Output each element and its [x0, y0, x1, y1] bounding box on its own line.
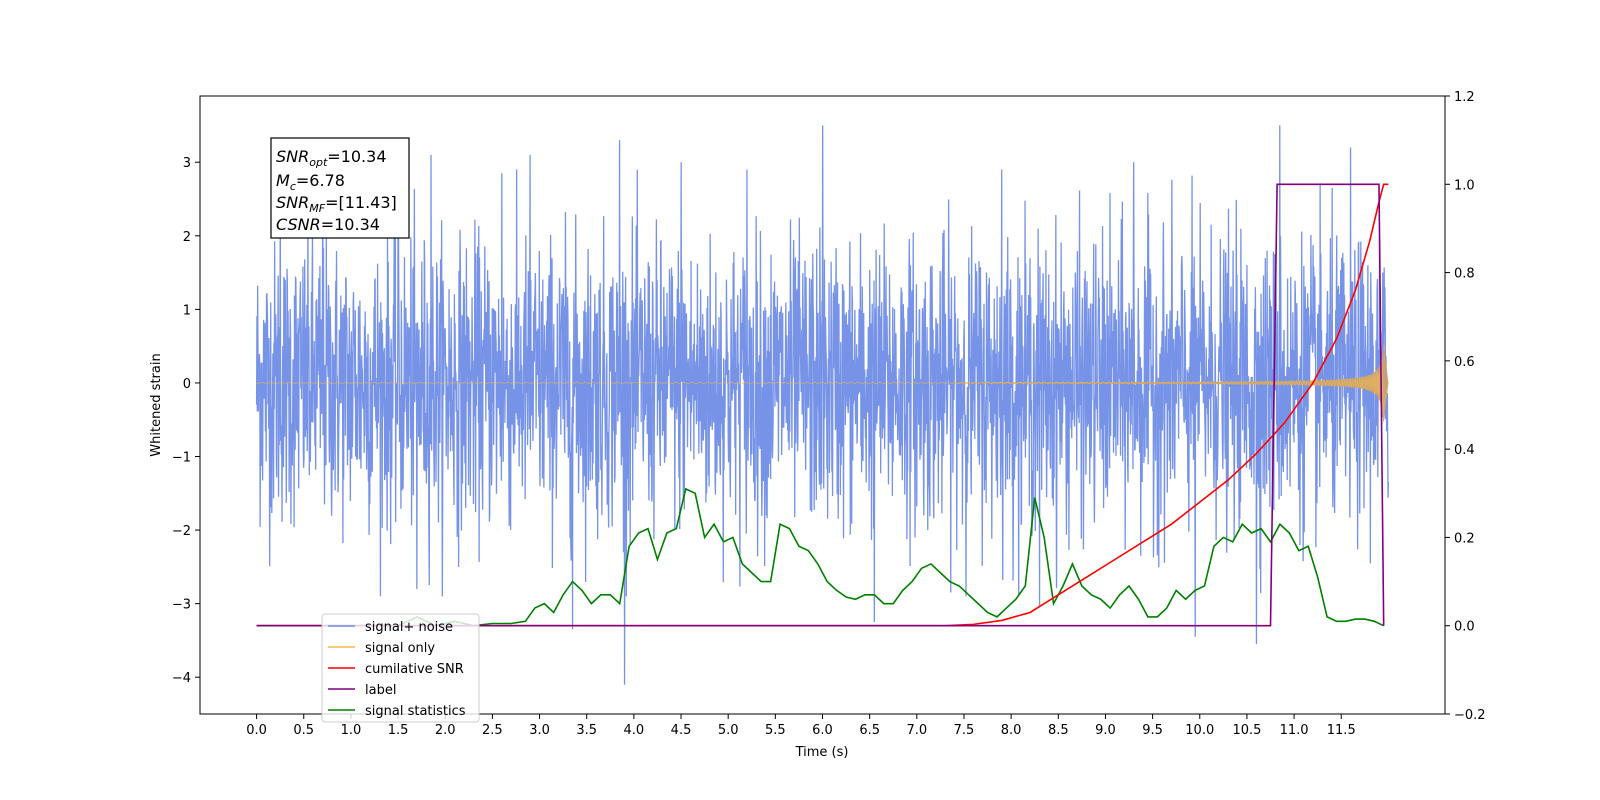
x-tick-label: 6.5 [859, 723, 880, 738]
x-axis-label: Time (s) [795, 745, 849, 760]
x-tick-label: 0.5 [293, 723, 314, 738]
info-box: SNRopt=10.34 Mc=6.78 SNRMF=[11.43] CSNR=… [270, 137, 410, 239]
x-tick-label: 7.0 [906, 723, 927, 738]
y-tick-label: −3 [172, 598, 191, 613]
x-tick-label: 10.5 [1232, 723, 1261, 738]
series-layer [255, 125, 1390, 685]
x-tick-label: 3.5 [576, 723, 597, 738]
series-signal-only-envelope [954, 343, 1389, 423]
legend-entry: cumilative SNR [365, 662, 464, 677]
x-tick-label: 8.5 [1048, 723, 1069, 738]
x-tick-label: 10.0 [1185, 723, 1214, 738]
x-tick-label: 11.0 [1280, 723, 1309, 738]
x-tick-label: 1.5 [388, 723, 409, 738]
y-tick-label: 1 [183, 303, 191, 318]
series-signal-noise [255, 125, 1390, 685]
x-tick-label: 4.0 [624, 723, 645, 738]
series-label [256, 183, 1385, 627]
x-tick-label: 2.0 [435, 723, 456, 738]
x-tick-label: 4.5 [671, 723, 692, 738]
y2-tick-label: 0.8 [1454, 267, 1475, 282]
y2-tick-label: 0.6 [1454, 355, 1475, 370]
y-tick-label: 2 [183, 230, 191, 245]
x-tick-label: 8.0 [1001, 723, 1022, 738]
legend-entry: signal only [365, 641, 435, 656]
y-tick-label: 0 [183, 377, 191, 392]
y2-tick-label: 0.4 [1454, 443, 1475, 458]
legend-entry: label [365, 683, 396, 698]
x-tick-label: 3.0 [529, 723, 550, 738]
y2-tick-label: 0.2 [1454, 531, 1475, 546]
info-snr-mf-value: [11.43] [338, 193, 396, 212]
y2-tick-label: 0.0 [1454, 620, 1475, 635]
legend-entry: signal+ noise [365, 620, 453, 635]
y2-tick-label: −0.2 [1454, 708, 1486, 723]
info-mc-value: 6.78 [309, 171, 345, 190]
info-box-frame [270, 137, 410, 239]
y-tick-label: −2 [172, 524, 191, 539]
info-snr-opt-value: 10.34 [341, 147, 387, 166]
x-tick-label: 6.0 [812, 723, 833, 738]
y-axis-label: Whitened strain [149, 353, 164, 456]
info-snr-mf: SNRMF=[11.43] [276, 193, 397, 215]
legend-frame [321, 613, 480, 723]
series-cumulative-snr [256, 183, 1389, 627]
y2-tick-label: 1.2 [1454, 90, 1475, 105]
info-snr-opt: SNRopt=10.34 [276, 147, 387, 169]
x-tick-label: 2.5 [482, 723, 503, 738]
y2-tick-label: 1.0 [1454, 178, 1475, 193]
info-mc: Mc=6.78 [276, 171, 345, 193]
series-signal-only [256, 359, 1389, 420]
x-axis: 0.0 0.5 1.0 1.5 2.0 2.5 3.0 3.5 4.0 4.5 5.0 5.5 6.0 6… [246, 714, 1356, 738]
y-tick-label: −1 [172, 451, 191, 466]
y-tick-label: −4 [172, 671, 191, 686]
info-csnr-value: 10.34 [334, 215, 380, 234]
legend: signal+ noise signal only cumilative SNR la… [321, 613, 480, 723]
y-tick-label: 3 [183, 156, 191, 171]
x-tick-label: 7.5 [954, 723, 975, 738]
x-tick-label: 0.0 [246, 723, 267, 738]
legend-entry: signal statistics [365, 704, 466, 719]
y-axis-left: 3 2 1 0 −1 −2 −3 −4 [172, 156, 200, 686]
x-tick-label: 9.5 [1142, 723, 1163, 738]
x-tick-label: 11.5 [1327, 723, 1356, 738]
x-tick-label: 5.0 [718, 723, 739, 738]
x-tick-label: 9.0 [1095, 723, 1116, 738]
series-signal-statistics [256, 487, 1385, 627]
info-csnr: CSNR=10.34 [276, 215, 380, 234]
x-tick-label: 5.5 [765, 723, 786, 738]
y-axis-right: 1.2 1.0 0.8 0.6 0.4 0.2 0.0 −0.2 [1445, 90, 1486, 723]
x-tick-label: 1.0 [341, 723, 362, 738]
